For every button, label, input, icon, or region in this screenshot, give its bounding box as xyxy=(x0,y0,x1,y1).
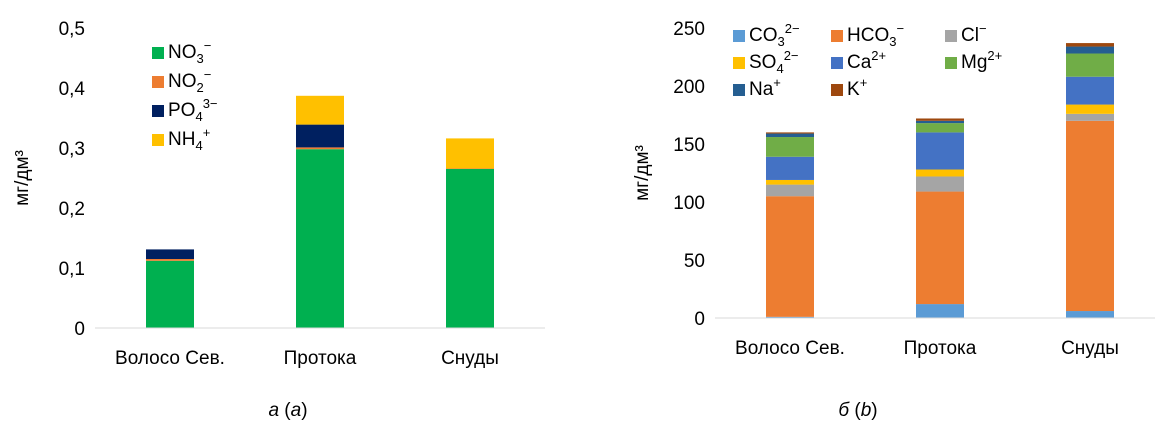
legend-swatch xyxy=(152,76,164,88)
legend: NO3−NO2−PO43−NH4+ xyxy=(152,38,218,153)
bar-segment xyxy=(446,169,494,328)
bar-segment xyxy=(1066,113,1114,121)
y-tick-label: 0,3 xyxy=(59,139,85,160)
y-tick-label: 50 xyxy=(684,251,705,272)
legend-label: NH4+ xyxy=(168,125,210,153)
legend-swatch xyxy=(733,84,745,96)
y-tick-label: 0 xyxy=(694,309,705,330)
legend-swatch xyxy=(831,84,843,96)
legend-label: Na+ xyxy=(749,75,781,100)
bar-segment xyxy=(296,124,344,148)
y-tick-label: 100 xyxy=(673,193,705,214)
bar-segment xyxy=(916,176,964,192)
bar-segment xyxy=(916,118,964,121)
bar-segment xyxy=(766,132,814,134)
legend-label: PO43− xyxy=(168,96,218,124)
bar-segment xyxy=(766,184,814,197)
category-label: Снуды xyxy=(1061,338,1119,359)
category-label: Протока xyxy=(284,348,357,369)
y-tick-label: 150 xyxy=(673,135,705,156)
legend-swatch xyxy=(733,30,745,42)
bar-segment xyxy=(446,168,494,169)
bar-segment xyxy=(916,169,964,177)
legend-label: Cl− xyxy=(961,21,987,46)
y-tick-label: 0,4 xyxy=(59,79,86,100)
bar-segment xyxy=(296,149,344,328)
bar-segment xyxy=(1066,53,1114,77)
bar-segment xyxy=(1066,43,1114,47)
bar-segment xyxy=(1066,311,1114,318)
legend-label: HCO3− xyxy=(847,21,904,49)
bar-segment xyxy=(916,120,964,124)
legend-swatch xyxy=(945,30,957,42)
category-label: Протока xyxy=(904,338,977,359)
bar-segment xyxy=(1066,46,1114,54)
bar-segment xyxy=(916,191,964,305)
legend-swatch xyxy=(831,30,843,42)
y-tick-label: 200 xyxy=(673,77,705,98)
category-label: Волосо Сев. xyxy=(115,348,225,369)
bar-segment xyxy=(916,132,964,170)
bar-segment xyxy=(766,179,814,185)
legend-label: K+ xyxy=(847,75,867,100)
legend-label: Mg2+ xyxy=(961,48,1002,73)
y-axis-label: мг/дм³ xyxy=(12,150,33,206)
bar-segment xyxy=(146,249,194,259)
legend-swatch xyxy=(945,57,957,69)
legend-label: SO42− xyxy=(749,48,799,76)
legend: CO32− HCO3− Cl− SO42− Ca2+ Mg2+ Na+ K+ xyxy=(733,21,1002,100)
legend-swatch xyxy=(152,47,164,59)
legend-label: Ca2+ xyxy=(847,48,886,73)
bar-segment xyxy=(766,316,814,318)
legend-swatch xyxy=(152,134,164,146)
bar-segment xyxy=(766,156,814,180)
y-axis-label: мг/дм³ xyxy=(632,145,653,201)
legend-swatch xyxy=(152,105,164,117)
y-tick-label: 0,2 xyxy=(59,199,85,220)
bar-segment xyxy=(446,138,494,169)
legend-label: CO32− xyxy=(749,21,800,49)
bar-segment xyxy=(296,147,344,150)
chart-1: 0 50 100 150 200 250 мг/дм³ Волосо Сев. Протока С… xyxy=(632,19,1155,359)
bar-segment xyxy=(1066,76,1114,105)
bar-segment xyxy=(146,260,194,328)
y-tick-label: 0 xyxy=(74,319,85,340)
bar-segment xyxy=(766,137,814,157)
bar-segment xyxy=(1066,120,1114,312)
bar-segment xyxy=(916,123,964,133)
legend-swatch xyxy=(733,57,745,69)
y-tick-label: 0,5 xyxy=(59,19,85,40)
category-label: Снуды xyxy=(441,348,499,369)
bar-segment xyxy=(766,196,814,317)
caption-a: а (a) xyxy=(268,400,308,421)
bar-segment xyxy=(766,133,814,138)
legend-label: NO2− xyxy=(168,67,211,95)
bar-segment xyxy=(146,259,194,261)
y-tick-label: 250 xyxy=(673,19,705,40)
caption-b: б (b) xyxy=(838,400,878,421)
y-tick-label: 0,1 xyxy=(59,259,85,280)
bar-segment xyxy=(296,95,344,125)
bar-segment xyxy=(1066,104,1114,114)
bar-segment xyxy=(916,304,964,318)
legend-swatch xyxy=(831,57,843,69)
legend-label: NO3− xyxy=(168,38,211,66)
chart-0: 0 0,1 0,2 0,3 0,4 0,5 мг/дм³ Волосо Сев. Протока… xyxy=(12,19,545,369)
category-label: Волосо Сев. xyxy=(735,338,845,359)
